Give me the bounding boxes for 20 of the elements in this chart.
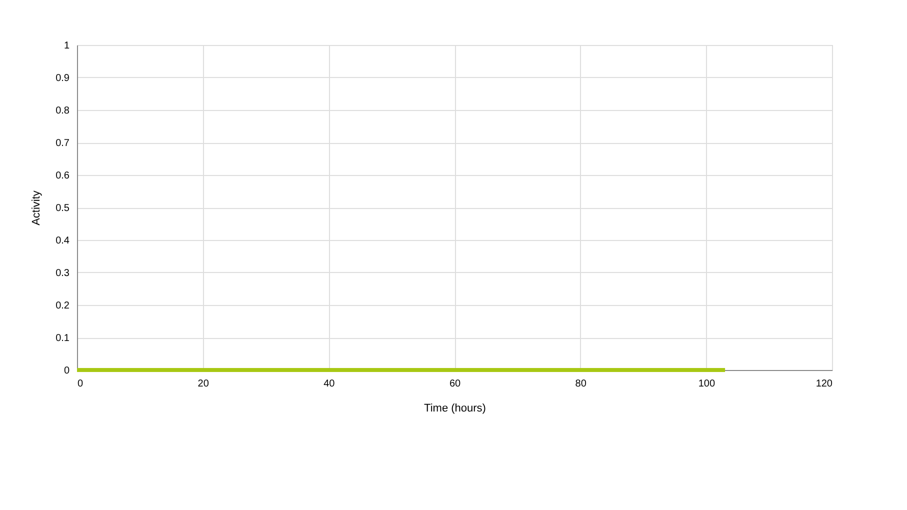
x-tick-label: 60 (449, 378, 461, 390)
y-tick-label: 0.1 (56, 333, 70, 344)
x-axis-title: Time (hours) (424, 402, 486, 414)
y-tick-label: 0.3 (56, 268, 70, 279)
x-tick-label: 80 (575, 378, 587, 390)
y-axis-title: Activity (30, 190, 43, 226)
x-tick-label: 20 (198, 378, 210, 390)
y-tick-label: 0.6 (56, 170, 70, 182)
y-tick-label: 1 (64, 40, 70, 52)
y-tick-label: 0.7 (56, 138, 70, 149)
x-tick-label: 100 (698, 378, 716, 390)
y-tick-label: 0.4 (56, 236, 70, 246)
y-tick-label: 0 (64, 366, 70, 376)
x-tick-label: 0 (78, 378, 84, 390)
y-tick-label: 0.5 (56, 203, 70, 214)
x-tick-label: 40 (324, 378, 336, 390)
y-tick-label: 0.2 (56, 300, 70, 312)
y-tick-label: 0.9 (56, 73, 70, 84)
x-tick-label: 120 (816, 378, 833, 390)
y-tick-label: 0.8 (56, 106, 70, 116)
